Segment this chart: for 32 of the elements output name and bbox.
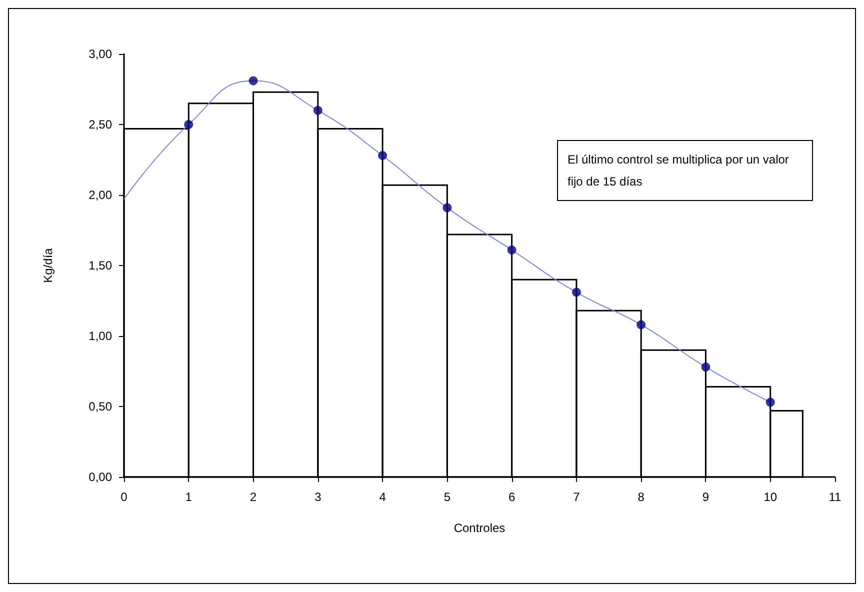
x-tick-label: 6 [508,490,516,504]
x-tick-label: 10 [764,490,778,504]
y-tick-label: 1,00 [88,329,112,343]
y-tick-label: 1,50 [88,258,112,272]
y-tick-label: 2,50 [88,118,112,132]
x-tick-label: 9 [702,490,710,504]
point [701,362,710,372]
x-tick-label: 5 [444,490,451,504]
x-tick-label: 7 [573,490,580,504]
x-tick-label: 11 [828,490,842,504]
point [507,245,516,254]
point [766,398,775,407]
point [184,120,194,129]
y-tick-label: 0,50 [88,400,112,414]
x-tick-label: 4 [379,490,386,504]
point [442,203,452,212]
x-tick-label: 8 [638,490,645,504]
x-tick-label: 3 [314,490,322,504]
annotation: El último control se multiplica por un valor fijo de 15 días [568,152,792,188]
point [572,288,581,297]
x-tick-label: 2 [250,490,257,504]
y-axis-title: Kg/día [41,248,55,283]
point [636,320,646,330]
y-tick-label: 3,00 [88,47,112,61]
point [378,151,388,160]
point [313,106,322,115]
x-axis-title: Controles [454,521,506,535]
y-tick-label: 2,00 [88,188,112,202]
x-tick-label: 1 [185,490,192,504]
y-tick-label: 0,00 [88,470,112,484]
x-tick-label: 0 [120,490,128,504]
point [248,76,258,86]
